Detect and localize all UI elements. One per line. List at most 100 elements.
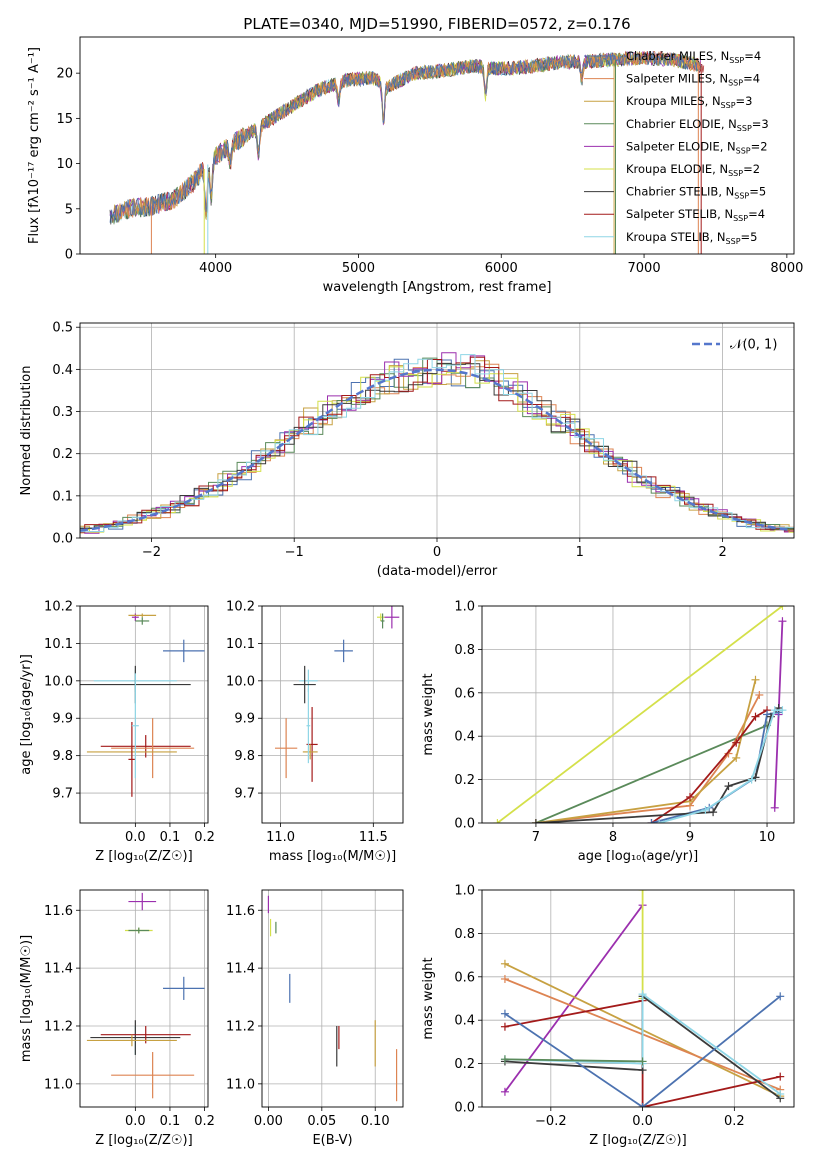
legend-label: 𝒩(0, 1) (730, 338, 777, 353)
panel-massweight_vs_age: 7 8 9 10 0.0 0.2 0.4 0.6 0.8 1.0 age [log₁₀(age/yr… (421, 600, 795, 864)
y-tick-label: 0.4 (454, 730, 475, 745)
x-tick-label: 10 (759, 830, 776, 845)
y-tick-label: 9.9 (234, 712, 255, 727)
x-tick-label: −2 (142, 545, 161, 560)
errorbar-point (306, 688, 311, 764)
legend-label: Salpeter MILES, NSSP=4 (626, 72, 760, 88)
errorbar-point (128, 721, 136, 797)
x-axis-label: wavelength [Angstrom, rest frame] (323, 280, 552, 295)
y-tick-label: 9.7 (52, 787, 73, 802)
y-tick-label: 0.2 (454, 773, 475, 788)
series-marker (500, 974, 509, 983)
y-tick-label: 0.6 (454, 686, 475, 701)
series-marker (655, 819, 664, 823)
y-tick-label: 0.0 (454, 817, 475, 832)
axes-frame (79, 322, 795, 539)
y-tick-label: 0.2 (454, 1057, 475, 1072)
panel-age_vs_Z: 0.0 0.1 0.2 9.7 9.8 9.9 10.0 10.1 10.2 Z [log₁₀(Z… (19, 600, 215, 865)
errorbar-point (86, 1034, 177, 1047)
plot-area (493, 606, 787, 823)
y-tick-label: 11.2 (44, 1019, 73, 1034)
x-tick-label: 0.0 (125, 830, 146, 845)
legend-val: =3 (736, 94, 753, 108)
x-axis-label: mass [log₁₀(M/M☉)] (269, 849, 396, 864)
series-marker (747, 775, 756, 784)
y-axis-label: mass weight (421, 957, 436, 1039)
x-tick-label: 7 (532, 830, 540, 845)
y-tick-label: 15 (56, 112, 73, 127)
errorbar-point (377, 613, 385, 621)
y-tick-label: 11.4 (226, 962, 255, 977)
series-marker (638, 1103, 647, 1107)
series-marker (493, 819, 502, 823)
y-tick-label: 0.4 (52, 363, 73, 378)
series-marker (500, 959, 509, 968)
series-marker (686, 792, 694, 801)
histogram-6 (80, 362, 794, 533)
errorbar-point (128, 613, 157, 618)
x-axis-label: Z [log₁₀(Z/Z☉)] (589, 1133, 686, 1148)
x-tick-label: 2 (718, 545, 726, 560)
plot-area (109, 50, 705, 254)
x-axis-label: E(B-V) (312, 1133, 352, 1148)
y-tick-label: 0.1 (52, 489, 73, 504)
axes-frame (481, 605, 795, 824)
y-tick-label: 0.2 (52, 447, 73, 462)
y-axis-label: mass weight (421, 673, 436, 755)
errorbar-point (128, 892, 157, 911)
legend-label: Kroupa ELODIE, NSSP=2 (626, 162, 760, 178)
errorbar-point (131, 673, 139, 779)
x-tick-label: 9 (686, 830, 694, 845)
legend-label: Chabrier STELIB, NSSP=5 (626, 185, 766, 201)
x-tick-label: −1 (285, 545, 304, 560)
errorbar-point (299, 669, 318, 693)
panel-residuals: −2 −1 0 1 2 0.0 0.1 0.2 0.3 0.4 0.5 (data-model)/er… (19, 321, 795, 579)
x-tick-label: 0.0 (632, 1114, 653, 1129)
errorbar-point (384, 606, 400, 629)
axes-frame (481, 889, 795, 1108)
x-tick-label: 8000 (770, 261, 803, 276)
x-tick-label: 0.00 (254, 1114, 283, 1129)
y-tick-label: 10.1 (44, 637, 73, 652)
x-tick-label: 0.1 (160, 830, 181, 845)
legend-label: Salpeter ELODIE, NSSP=2 (626, 139, 768, 155)
legend-sub: SSP (734, 192, 749, 201)
errorbar-point (111, 1052, 195, 1099)
errorbar-point (293, 665, 316, 704)
axes-frame (261, 889, 404, 1108)
errorbar-point (274, 718, 298, 779)
series-marker (776, 1089, 785, 1098)
legend-sub: SSP (721, 101, 736, 110)
y-tick-label: 0.3 (52, 405, 73, 420)
series-marker (755, 690, 764, 699)
x-tick-label: 0.0 (125, 1114, 146, 1129)
plot-area (500, 890, 785, 1107)
x-tick-label: 0.2 (724, 1114, 745, 1129)
x-tick-label: 1 (576, 545, 584, 560)
series-marker (638, 1057, 647, 1066)
y-tick-label: 11.4 (44, 962, 73, 977)
legend-val: =2 (751, 139, 768, 153)
x-axis-label: (data-model)/error (377, 564, 498, 579)
panel-mass_vs_EBV: 0.00 0.05 0.10 11.0 11.2 11.4 11.6 E(B-V) (226, 889, 404, 1148)
y-tick-label: 9.7 (234, 787, 255, 802)
legend-val: =4 (744, 49, 761, 63)
x-tick-label: 0.2 (194, 1114, 215, 1129)
axes-frame (79, 605, 209, 824)
legend-label: Kroupa MILES, NSSP=3 (626, 94, 752, 110)
series-line-1 (535, 724, 768, 823)
panel-massweight_vs_Z: −0.2 0.0 0.2 0.0 0.2 0.4 0.6 0.8 1.0 Z [log₁₀(Z/Z… (421, 884, 795, 1148)
series-marker (778, 617, 787, 626)
legend-val: =5 (741, 230, 758, 244)
series-line-4 (535, 679, 757, 823)
legend-val: =4 (743, 72, 760, 86)
y-tick-label: 9.8 (234, 749, 255, 764)
legend-label: Chabrier ELODIE, NSSP=3 (626, 117, 769, 133)
y-tick-label: 0.8 (454, 927, 475, 942)
y-tick-label: 0.6 (454, 970, 475, 985)
y-tick-label: 20 (56, 67, 73, 82)
legend-sub: SSP (736, 146, 751, 155)
y-tick-label: 0.4 (454, 1014, 475, 1029)
y-tick-label: 1.0 (454, 884, 475, 899)
